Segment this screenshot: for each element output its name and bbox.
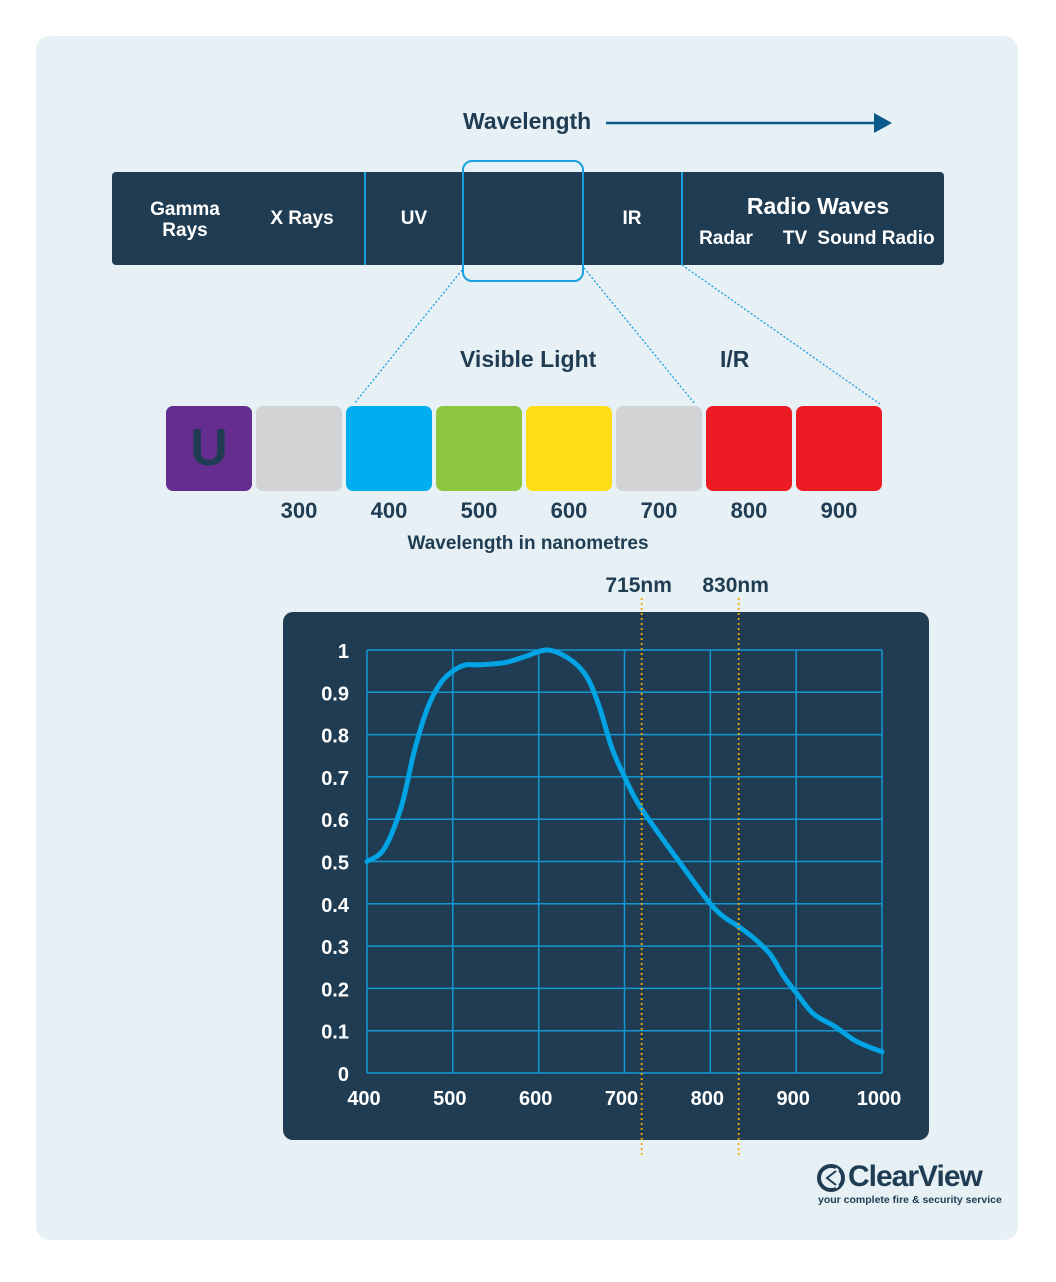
color-swatch bbox=[256, 406, 342, 491]
ir-zoom-label: I/R bbox=[720, 346, 750, 372]
divider bbox=[681, 172, 683, 265]
y-tick-label: 0.6 bbox=[321, 810, 349, 832]
color-swatch bbox=[706, 406, 792, 491]
color-swatch bbox=[346, 406, 432, 491]
chart-panel bbox=[283, 612, 929, 1140]
wavelength-tick: 800 bbox=[730, 498, 768, 523]
logo-mark-icon bbox=[817, 1164, 845, 1192]
marker-label: 830nm bbox=[702, 574, 769, 597]
tv-label: TV bbox=[782, 228, 808, 249]
x-tick-label: 900 bbox=[776, 1088, 809, 1110]
y-tick-label: 0.3 bbox=[321, 937, 349, 959]
x-tick-label: 500 bbox=[433, 1088, 466, 1110]
radio-waves-label: Radio Waves bbox=[746, 193, 890, 219]
y-tick-label: 0.1 bbox=[321, 1022, 349, 1044]
y-tick-label: 0.4 bbox=[321, 895, 350, 917]
x-tick-label: 1000 bbox=[857, 1088, 902, 1110]
series-line bbox=[364, 647, 885, 1055]
wavelength-arrow-icon bbox=[606, 113, 892, 133]
nanometres-label: Wavelength in nanometres bbox=[407, 533, 649, 554]
marker-label: 715nm bbox=[605, 574, 672, 597]
u-letter: U bbox=[190, 419, 228, 477]
wavelength-tick: 600 bbox=[550, 498, 588, 523]
logo-tagline: your complete fire & security service bbox=[818, 1194, 1002, 1206]
color-swatch bbox=[436, 406, 522, 491]
y-tick-label: 0.5 bbox=[321, 853, 349, 875]
color-swatch bbox=[796, 406, 882, 491]
x-tick-label: 800 bbox=[691, 1088, 724, 1110]
logo-name: ClearView bbox=[848, 1160, 983, 1193]
wavelength-label: Wavelength bbox=[463, 108, 592, 134]
ir-label: IR bbox=[622, 208, 642, 229]
sound-radio-label: Sound Radio bbox=[817, 228, 935, 249]
wavelength-tick: 500 bbox=[460, 498, 498, 523]
spectrum-band: Gamma Rays X Rays UV IR Radio Waves Radar… bbox=[112, 172, 944, 265]
color-swatch bbox=[526, 406, 612, 491]
x-tick-label: 700 bbox=[605, 1088, 638, 1110]
y-tick-label: 0 bbox=[338, 1064, 349, 1086]
x-tick-label: 600 bbox=[519, 1088, 552, 1110]
gamma-rays-label: Gamma Rays bbox=[150, 199, 220, 241]
y-tick-label: 0.2 bbox=[321, 979, 349, 1001]
wavelength-tick: 300 bbox=[280, 498, 318, 523]
xrays-label: X Rays bbox=[270, 208, 334, 229]
y-tick-label: 0.8 bbox=[321, 726, 349, 748]
color-swatch bbox=[616, 406, 702, 491]
radar-label: Radar bbox=[699, 228, 753, 249]
color-swatch: U bbox=[166, 406, 252, 491]
visible-light-label: Visible Light bbox=[460, 346, 597, 372]
visible-light-highlight bbox=[462, 160, 584, 282]
wavelength-tick: 400 bbox=[370, 498, 408, 523]
zoom-lines bbox=[353, 264, 881, 405]
y-tick-label: 0.7 bbox=[321, 768, 349, 790]
response-chart: 0 0.1 0.2 0.3 0.4 0.5 0.6 0.7 0.8 0.9 1 400 500 600 70… bbox=[321, 574, 902, 1156]
uv-label: UV bbox=[400, 208, 428, 229]
wavelength-tick: 900 bbox=[820, 498, 858, 523]
wavelength-tick: 700 bbox=[640, 498, 678, 523]
y-tick-label: 0.9 bbox=[321, 683, 349, 705]
y-tick-label: 1 bbox=[338, 641, 349, 663]
x-tick-label: 400 bbox=[347, 1088, 380, 1110]
divider bbox=[364, 172, 366, 265]
